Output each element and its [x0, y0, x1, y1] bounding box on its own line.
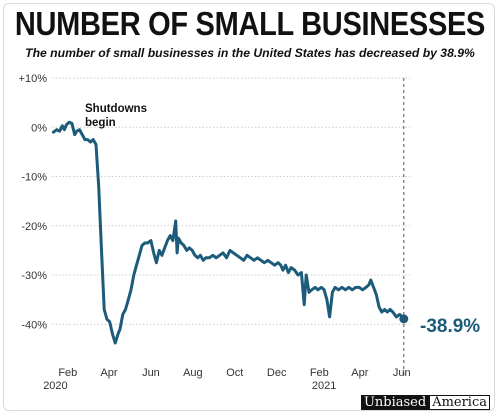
x-axis: Feb Apr Jun Aug Oct Dec Feb Apr Jun 2020 2021 [43, 367, 410, 392]
chart-frame [3, 3, 495, 411]
x-tick-label: Oct [226, 367, 243, 379]
series-layer [51, 120, 409, 345]
annotation-text: Shutdowns [85, 103, 147, 115]
y-tick-label: -40% [21, 319, 47, 331]
x-tick-label: Apr [100, 367, 117, 379]
x-tick-label: Apr [351, 367, 368, 379]
brand-logo: Unbiased America [360, 395, 490, 410]
x-tick-label: Aug [183, 367, 203, 379]
brand-logo-part1: Unbiased [360, 395, 430, 410]
x-tick-label: Jun [393, 367, 411, 379]
annotations: -38.9% Shutdowns begin [85, 78, 480, 376]
y-tick-label: 0% [31, 122, 47, 134]
series-line [51, 120, 406, 345]
end-value-label: -38.9% [420, 316, 480, 337]
annotation-text: begin [85, 117, 116, 129]
y-tick-label: -30% [21, 270, 47, 282]
x-tick-label: Feb [58, 367, 77, 379]
chart-subtitle: The number of small businesses in the Un… [25, 46, 475, 60]
x-tick-label: Feb [310, 367, 329, 379]
x-year-label: 2020 [43, 380, 67, 392]
y-tick-label: -20% [21, 221, 47, 233]
brand-logo-part2: America [429, 395, 490, 410]
chart-title: NUMBER OF SMALL BUSINESSES [14, 6, 486, 43]
y-tick-label: -10% [21, 172, 47, 184]
y-axis: +10% 0% -10% -20% -30% -40% [19, 73, 48, 331]
y-tick-label: +10% [19, 73, 48, 85]
gridlines [52, 77, 410, 325]
x-tick-label: Jun [142, 367, 160, 379]
x-year-label: 2021 [312, 380, 336, 392]
x-tick-label: Dec [267, 367, 287, 379]
